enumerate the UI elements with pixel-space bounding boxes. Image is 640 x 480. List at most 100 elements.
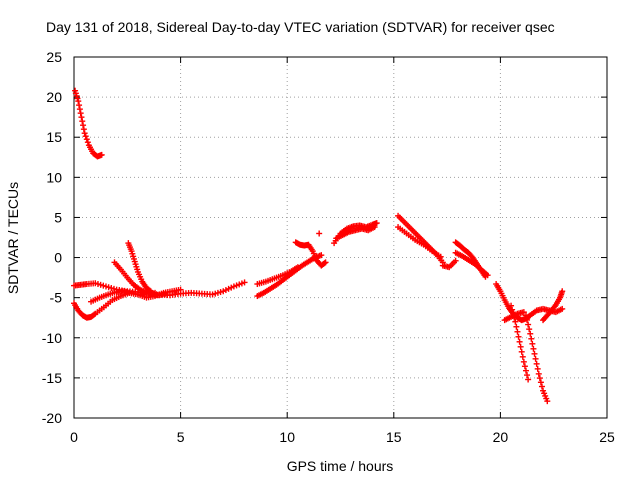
x-axis-title: GPS time / hours — [287, 458, 394, 474]
data-point — [76, 102, 83, 109]
data-point — [508, 302, 515, 309]
data-point — [322, 259, 329, 266]
data-point — [520, 358, 527, 365]
data-point — [536, 375, 543, 382]
y-tick-label: 25 — [46, 49, 62, 65]
data-point — [532, 355, 539, 362]
data-point — [544, 398, 551, 405]
series-arc-l — [333, 224, 378, 242]
data-point — [509, 306, 516, 313]
data-point — [531, 350, 538, 357]
data-point — [147, 288, 154, 295]
series-arc-t — [522, 312, 551, 405]
data-point — [535, 370, 542, 377]
data-point — [78, 114, 85, 121]
x-tick-label: 15 — [386, 429, 402, 445]
data-point — [84, 139, 91, 146]
data-point — [162, 290, 169, 297]
data-point — [529, 340, 536, 347]
x-tick-label: 25 — [599, 429, 615, 445]
series-arc-h — [254, 264, 301, 288]
data-point — [526, 326, 533, 333]
series-arc-f — [125, 240, 154, 295]
data-point — [77, 110, 84, 117]
data-point — [318, 252, 325, 259]
data-point — [452, 257, 459, 264]
data-point — [520, 309, 527, 316]
data-point — [517, 343, 524, 350]
data-point — [534, 365, 541, 372]
series-arc-a — [72, 87, 105, 160]
y-tick-label: 0 — [54, 250, 62, 266]
data-point — [527, 330, 534, 337]
data-point — [530, 345, 537, 352]
data-point — [373, 220, 380, 227]
data-point — [518, 348, 525, 355]
data-point — [294, 264, 301, 271]
data-point — [516, 338, 523, 345]
data-point — [522, 367, 529, 374]
x-tick-label: 0 — [70, 429, 78, 445]
data-point — [83, 136, 90, 143]
x-tick-label: 20 — [493, 429, 509, 445]
series-arc-n — [395, 224, 444, 260]
data-point — [98, 151, 105, 158]
data-point — [524, 372, 531, 379]
data-point — [513, 323, 520, 330]
y-tick-labels: -20 -15 -10 -5 0 5 10 15 20 25 — [42, 49, 62, 426]
series-arc-i — [292, 239, 329, 269]
data-point — [91, 311, 98, 318]
y-tick-label: -20 — [42, 410, 62, 426]
data-point — [76, 106, 83, 113]
data-point — [538, 383, 545, 390]
data-point — [484, 272, 491, 279]
data-point — [80, 126, 87, 133]
series-arc-u — [540, 288, 566, 324]
data-point — [524, 316, 531, 323]
data-point — [316, 230, 323, 237]
data-point — [528, 335, 535, 342]
y-tick-label: -5 — [50, 290, 63, 306]
series-arc-r — [493, 281, 566, 324]
data-point — [521, 363, 528, 370]
data-point — [514, 328, 521, 335]
data-point — [75, 98, 82, 105]
y-tick-label: 15 — [46, 129, 62, 145]
data-point — [559, 305, 566, 312]
data-point — [82, 133, 89, 140]
axis-ticks — [73, 56, 608, 419]
data-point — [321, 260, 328, 267]
x-tick-label: 10 — [279, 429, 295, 445]
data-point — [177, 286, 184, 293]
data-point — [519, 353, 526, 360]
data-point — [79, 118, 86, 125]
data-point — [81, 130, 88, 137]
data-point — [371, 224, 378, 231]
data-point — [537, 379, 544, 386]
data-point — [437, 253, 444, 260]
x-tick-labels: 0 5 10 15 20 25 — [70, 429, 615, 445]
data-point — [525, 321, 532, 328]
plot-frame — [73, 56, 608, 419]
x-tick-label: 5 — [177, 429, 185, 445]
series-arc-v — [501, 309, 527, 324]
data-point — [512, 318, 519, 325]
chart-title: Day 131 of 2018, Sidereal Day-to-day VTE… — [46, 19, 555, 35]
series-arc-j — [316, 230, 323, 237]
data-point — [525, 376, 532, 383]
data-point — [146, 287, 153, 294]
series-arc-q — [452, 249, 491, 279]
data-points — [71, 87, 566, 405]
data-point — [80, 122, 87, 129]
data-point — [559, 288, 566, 295]
series-arc-o — [439, 257, 459, 271]
y-axis-title: SDTVAR / TECUs — [5, 182, 21, 294]
data-point — [533, 360, 540, 367]
y-tick-label: -15 — [42, 370, 62, 386]
series-arc-s — [508, 302, 532, 383]
series-arc-g — [254, 252, 325, 300]
y-tick-label: 5 — [54, 209, 62, 225]
y-tick-label: 10 — [46, 169, 62, 185]
y-tick-label: 20 — [46, 89, 62, 105]
